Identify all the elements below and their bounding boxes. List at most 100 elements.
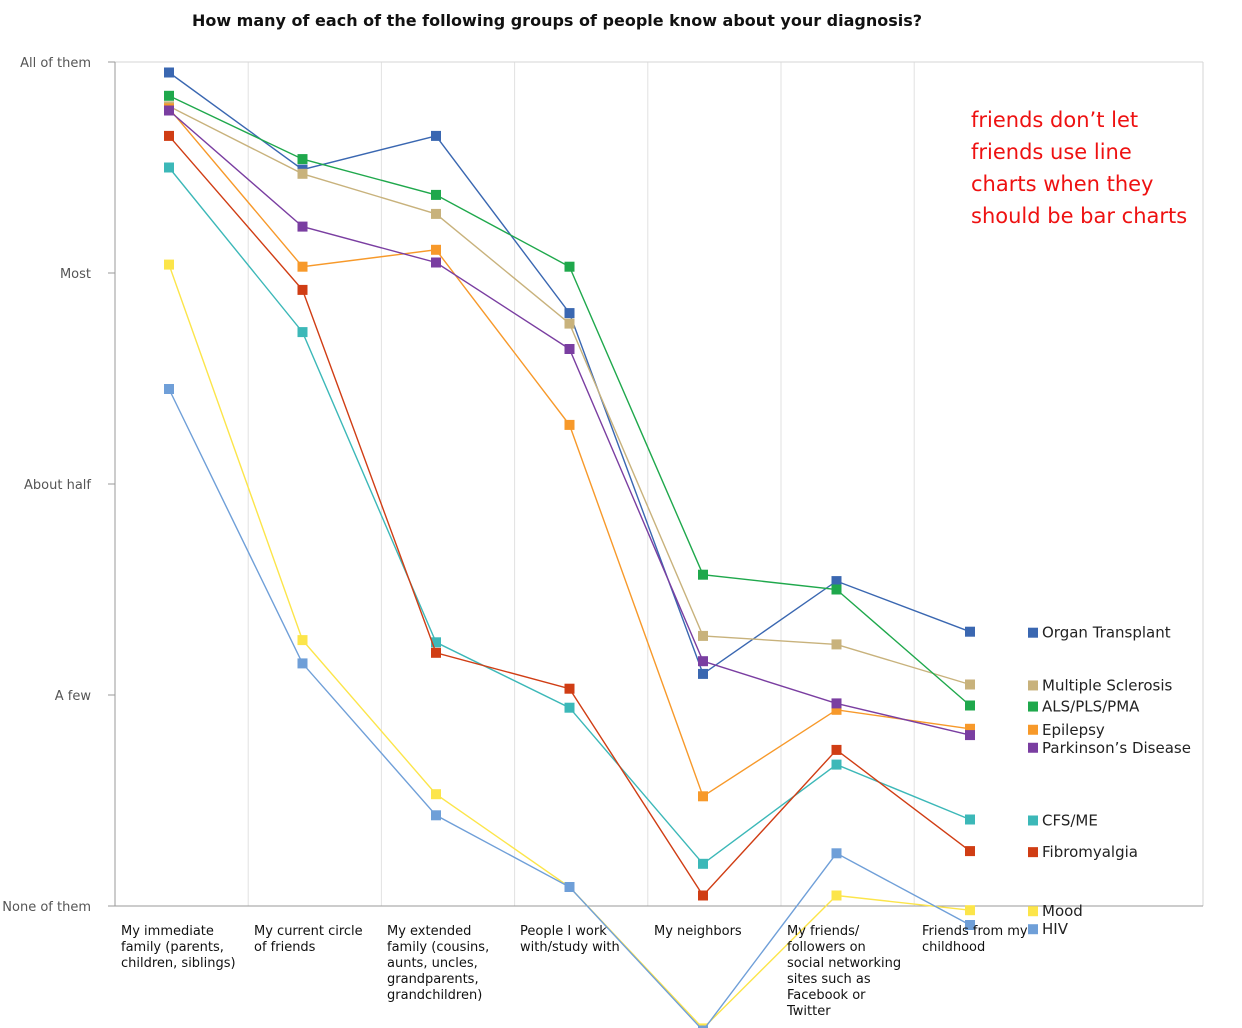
data-point: [164, 259, 174, 270]
data-point: [831, 890, 842, 901]
data-point: [831, 584, 842, 595]
data-point: [831, 848, 842, 859]
legend-item: Organ Transplant: [1028, 624, 1171, 642]
data-point: [698, 656, 708, 667]
data-point: [431, 637, 441, 648]
series-mood: [164, 259, 975, 1028]
legend-swatch: [1028, 906, 1038, 917]
legend-item: ALS/PLS/PMA: [1028, 698, 1140, 716]
data-point: [831, 759, 842, 770]
series-layer: [164, 67, 975, 1028]
data-point: [431, 257, 441, 268]
legend-label: HIV: [1042, 920, 1069, 938]
y-tick-label: About half: [24, 478, 91, 493]
y-tick-label: Most: [60, 267, 91, 282]
data-point: [164, 90, 174, 101]
series-line: [168, 95, 971, 707]
series-cfs-me: [164, 162, 975, 869]
series-line: [168, 71, 971, 675]
data-point: [965, 700, 975, 711]
series-multiple-sclerosis: [164, 101, 975, 690]
series-organ-transplant: [164, 67, 975, 679]
data-point: [698, 668, 708, 679]
data-point: [831, 744, 842, 755]
y-axis-ticks: None of them A few About half Most All of th…: [2, 56, 115, 915]
legend-item: Multiple Sclerosis: [1028, 676, 1173, 694]
legend-label: Parkinson’s Disease: [1042, 739, 1191, 757]
data-point: [297, 658, 308, 669]
data-point: [965, 814, 975, 825]
y-tick-label: A few: [55, 689, 92, 704]
data-point: [965, 920, 975, 930]
data-point: [965, 723, 975, 734]
series-line: [168, 105, 971, 686]
data-point: [297, 168, 308, 179]
data-point: [698, 630, 708, 641]
data-point: [564, 882, 575, 892]
data-point: [431, 789, 441, 800]
data-point: [564, 261, 575, 272]
chart-title: How many of each of the following groups…: [192, 11, 922, 30]
legend-item: CFS/ME: [1028, 811, 1098, 829]
data-point: [965, 679, 975, 690]
series-parkinson-s-disease: [164, 105, 975, 741]
data-point: [431, 130, 441, 141]
data-point: [564, 308, 575, 319]
data-point: [164, 384, 174, 394]
legend-label: Multiple Sclerosis: [1042, 676, 1173, 694]
data-point: [965, 626, 975, 637]
data-point: [297, 327, 308, 338]
data-point: [297, 635, 308, 646]
data-point: [698, 890, 708, 901]
data-point: [564, 419, 575, 430]
data-point: [831, 639, 842, 650]
data-point: [564, 318, 575, 329]
data-point: [431, 208, 441, 219]
data-point: [965, 905, 975, 916]
data-point: [431, 244, 441, 255]
data-point: [831, 698, 842, 709]
data-point: [965, 846, 975, 857]
data-point: [297, 261, 308, 272]
data-point: [698, 791, 708, 802]
data-point: [164, 67, 174, 78]
legend-label: Organ Transplant: [1042, 624, 1171, 642]
data-point: [431, 189, 441, 200]
legend-swatch: [1028, 724, 1038, 735]
legend-label: Epilepsy: [1042, 721, 1105, 739]
legend-label: ALS/PLS/PMA: [1042, 698, 1140, 716]
data-point: [431, 810, 441, 821]
legend-item: Mood: [1028, 902, 1083, 920]
series-als-pls-pma: [164, 90, 975, 711]
series-line: [168, 264, 971, 1028]
legend-swatch: [1028, 627, 1038, 638]
y-tick-label: None of them: [2, 900, 91, 915]
data-point: [698, 1025, 708, 1028]
legend-item: Epilepsy: [1028, 721, 1105, 739]
data-point: [831, 704, 842, 715]
legend-swatch: [1028, 847, 1038, 858]
data-point: [965, 730, 975, 741]
data-point: [698, 569, 708, 580]
data-point: [831, 576, 842, 587]
legend-swatch: [1028, 680, 1038, 691]
data-point: [564, 344, 575, 354]
data-point: [564, 683, 575, 694]
legend-swatch: [1028, 924, 1038, 935]
legend-swatch: [1028, 815, 1038, 826]
legend-swatch: [1028, 701, 1038, 712]
legend-label: Fibromyalgia: [1042, 843, 1138, 861]
data-point: [564, 702, 575, 713]
data-point: [164, 130, 174, 141]
series-epilepsy: [164, 103, 975, 802]
data-point: [297, 221, 308, 232]
data-point: [164, 162, 174, 173]
annotation-text: friends don’t let friends use line chart…: [971, 108, 1188, 228]
legend-label: Mood: [1042, 902, 1083, 920]
legend-item: HIV: [1028, 920, 1069, 938]
y-tick-label: All of them: [20, 56, 91, 71]
legend-item: Fibromyalgia: [1028, 843, 1138, 861]
data-point: [297, 154, 308, 165]
data-point: [297, 284, 308, 295]
